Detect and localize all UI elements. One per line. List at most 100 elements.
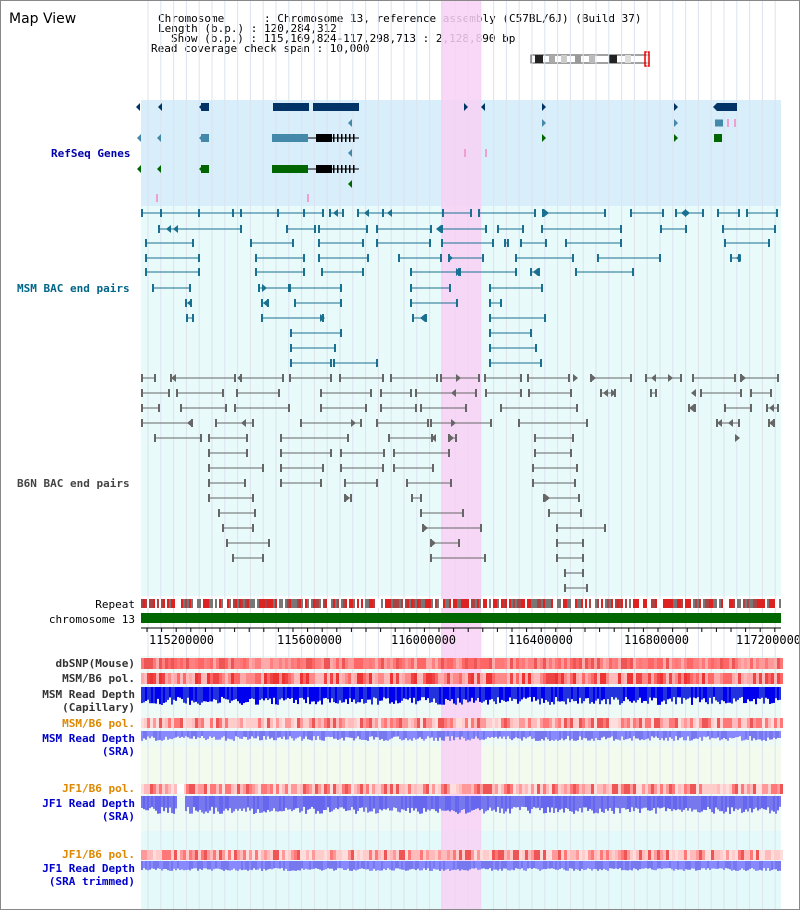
read-depth-bar xyxy=(749,687,751,702)
read-depth-bar xyxy=(589,861,591,870)
repeat-feature xyxy=(395,599,397,608)
bac-end xyxy=(252,494,254,502)
bac-end xyxy=(254,509,256,517)
read-depth-bar xyxy=(775,861,777,870)
repeat-feature xyxy=(423,599,425,608)
snp-density-cell xyxy=(318,718,321,728)
read-depth-bar xyxy=(431,796,433,809)
read-depth-bar xyxy=(451,861,453,871)
gene-block xyxy=(715,119,723,127)
read-depth-bar xyxy=(215,687,217,700)
read-depth-bar xyxy=(399,861,401,870)
read-depth-bar xyxy=(603,796,605,813)
read-depth-bar xyxy=(421,687,423,698)
bac-end xyxy=(534,209,536,217)
repeat-feature xyxy=(459,599,461,608)
snp-density-cell xyxy=(621,850,624,860)
bac-end xyxy=(320,389,322,397)
bac-end xyxy=(268,539,270,547)
snp-density-cell xyxy=(213,658,216,669)
snp-density-cell xyxy=(375,718,378,728)
snp-density-cell xyxy=(147,658,150,669)
read-depth-bar xyxy=(449,861,451,871)
snp-density-cell xyxy=(531,784,534,794)
chromosome-ideogram[interactable] xyxy=(529,51,655,67)
bac-end xyxy=(406,479,408,487)
read-depth-bar xyxy=(755,687,757,705)
read-depth-bar xyxy=(381,861,383,871)
read-depth-bar xyxy=(191,861,193,869)
snp-density-cell xyxy=(312,673,315,684)
snp-density-cell xyxy=(186,784,189,794)
read-depth-bar xyxy=(659,861,661,869)
read-depth-bar xyxy=(737,731,739,738)
snp-density-cell xyxy=(708,784,711,794)
read-depth-bar xyxy=(709,796,711,810)
read-depth-bar xyxy=(475,861,477,869)
gene-block xyxy=(201,103,209,111)
read-depth-bar xyxy=(481,687,483,703)
snp-density-cell xyxy=(156,673,159,684)
read-depth-bar xyxy=(569,731,571,741)
read-depth-bar xyxy=(365,731,367,741)
repeat-feature xyxy=(311,599,313,608)
read-depth-bar xyxy=(499,687,501,703)
read-depth-bar xyxy=(643,861,645,869)
repeat-feature xyxy=(653,599,655,608)
bac-end xyxy=(218,509,220,517)
read-depth-bar xyxy=(411,731,413,741)
repeat-feature xyxy=(277,599,279,608)
repeat-feature xyxy=(737,599,739,608)
bac-end xyxy=(189,284,191,292)
snp-density-cell xyxy=(363,718,366,728)
snp-density-cell xyxy=(543,718,546,728)
chromosome-bar xyxy=(141,613,781,623)
read-depth-bar xyxy=(175,796,177,809)
read-depth-bar xyxy=(573,731,575,741)
read-depth-bar xyxy=(141,861,143,871)
read-depth-bar xyxy=(705,796,707,811)
read-depth-bar xyxy=(555,687,557,698)
bac-end xyxy=(277,209,279,217)
bac-end xyxy=(208,464,210,472)
repeat-feature xyxy=(495,599,497,608)
jf1-b6-pol-label: JF1/B6 pol. xyxy=(62,782,135,795)
read-depth-bar xyxy=(719,861,721,869)
snp-density-cell xyxy=(504,718,507,728)
bac-end-marker xyxy=(345,494,350,502)
read-depth-bar xyxy=(381,731,383,739)
read-depth-bar xyxy=(159,687,161,705)
read-depth-bar xyxy=(367,687,369,700)
read-depth-bar xyxy=(143,861,145,869)
repeat-feature xyxy=(149,599,151,608)
snp-density-cell xyxy=(618,673,621,684)
repeat-feature xyxy=(677,599,679,608)
bac-end xyxy=(458,539,460,547)
snp-density-cell xyxy=(450,673,453,684)
read-depth-bar xyxy=(753,796,755,810)
snp-density-cell xyxy=(234,850,237,860)
repeat-feature xyxy=(583,599,585,608)
jf1-read-depth-trim-label2: (SRA trimmed) xyxy=(48,875,135,888)
read-depth-bar xyxy=(557,796,559,813)
snp-density-cell xyxy=(216,658,219,669)
repeat-feature xyxy=(487,599,489,608)
snp-density-cell xyxy=(351,718,354,728)
snp-density-cell xyxy=(474,718,477,728)
read-depth-bar xyxy=(759,687,761,699)
bac-end xyxy=(360,419,362,427)
read-depth-bar xyxy=(493,731,495,738)
read-depth-bar xyxy=(601,687,603,701)
read-depth-bar xyxy=(763,731,765,740)
snp-density-cell xyxy=(321,784,324,794)
bac-end xyxy=(768,239,770,247)
read-depth-bar xyxy=(651,796,653,811)
read-depth-bar xyxy=(145,731,147,740)
read-depth-bar xyxy=(501,861,503,871)
snp-density-cell xyxy=(327,718,330,728)
snp-density-cell xyxy=(414,658,417,669)
read-depth-bar xyxy=(337,731,339,740)
read-depth-bar xyxy=(185,687,187,704)
read-depth-bar xyxy=(143,687,145,703)
